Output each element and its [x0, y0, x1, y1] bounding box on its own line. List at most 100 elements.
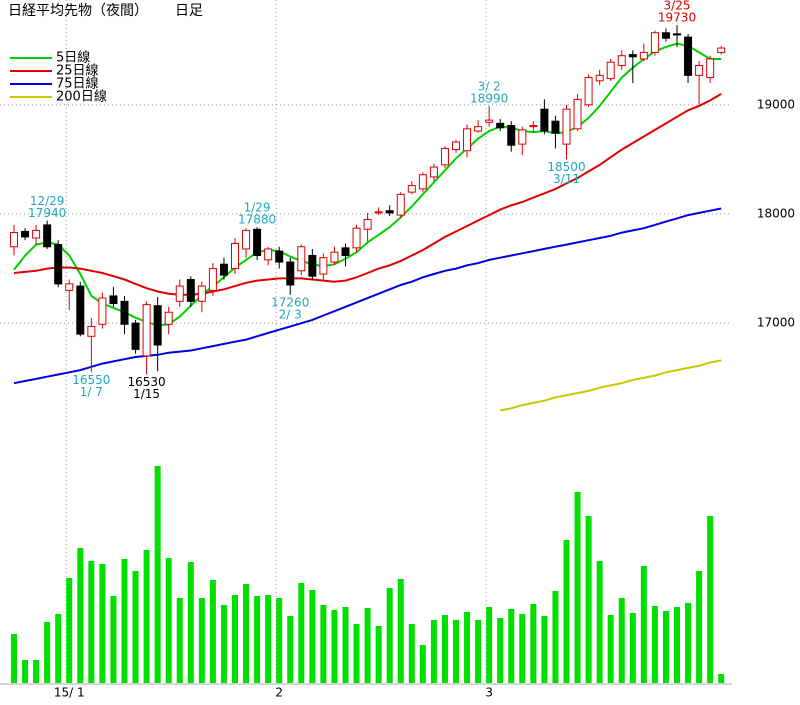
volume-bar: [276, 598, 283, 683]
volume-bar: [66, 578, 73, 683]
volume-bar: [298, 583, 305, 683]
annotation-date: 3/25: [664, 0, 691, 13]
annotation-date: 1/ 7: [80, 385, 103, 399]
x-tick-label: 3: [485, 686, 493, 700]
annotation-date: 12/29: [30, 194, 65, 208]
candle-body: [584, 77, 593, 106]
volume-bar: [607, 615, 614, 683]
volume-bar: [674, 607, 680, 683]
candle-body: [186, 279, 195, 302]
volume-bar: [552, 591, 559, 683]
volume-bar: [110, 596, 117, 683]
volume-bar: [519, 614, 526, 683]
volume-bar: [408, 624, 415, 683]
candle-body: [562, 108, 571, 145]
candle-body: [374, 211, 383, 214]
annotation-date: 1/15: [133, 387, 160, 401]
candle-body: [341, 247, 350, 256]
volume-bar: [386, 588, 393, 683]
candle-body: [485, 119, 494, 123]
annotation-date: 2/ 3: [279, 307, 302, 321]
candle-body: [297, 246, 306, 272]
candle-body: [120, 300, 129, 325]
volume-bar: [441, 615, 448, 683]
volume-bar: [220, 605, 227, 683]
candle-body: [164, 311, 173, 325]
volume-bar: [254, 596, 261, 683]
candle-body: [673, 33, 681, 36]
candle-body: [628, 54, 637, 58]
volume-bar: [320, 605, 327, 683]
y-tick-label: 18000: [757, 206, 795, 220]
volume-bar: [99, 564, 106, 683]
volume-bar: [209, 580, 216, 683]
candle-body: [639, 51, 648, 60]
candle-body: [153, 305, 162, 346]
candle-body: [54, 244, 63, 285]
moving-average-line: [13, 42, 722, 327]
candle-body: [275, 250, 284, 263]
volume-bar: [331, 610, 338, 683]
candle-body: [452, 141, 460, 151]
volume-bar: [629, 613, 636, 683]
candle-body: [407, 185, 416, 193]
legend-label: 200日線: [56, 89, 107, 105]
annotation-price: 16550: [72, 373, 110, 387]
volume-bar: [33, 660, 40, 683]
legend-label: 5日線: [56, 50, 90, 66]
candle-body: [650, 32, 659, 53]
volume-bar: [309, 590, 316, 683]
candle-body: [32, 229, 41, 239]
volume-bar: [662, 611, 669, 683]
volume-bar: [132, 571, 139, 683]
candle-body: [175, 285, 184, 302]
candle-body: [330, 251, 339, 263]
candle-body: [253, 228, 262, 256]
volume-bar: [397, 579, 404, 683]
volume-bar: [530, 604, 537, 683]
candle-body: [695, 65, 704, 76]
volume-bar: [22, 660, 29, 683]
volume-bar: [77, 548, 84, 683]
candle-body: [507, 125, 516, 146]
candle-body: [10, 232, 18, 248]
annotation-price: 17880: [238, 213, 276, 227]
moving-average-line: [500, 359, 722, 412]
volume-bar: [707, 516, 714, 683]
candle-body: [219, 263, 228, 276]
volume-bar: [585, 516, 592, 683]
candle-body: [717, 47, 726, 53]
y-tick-label: 17000: [757, 316, 795, 330]
candle-body: [242, 229, 251, 250]
volume-bar: [464, 612, 471, 683]
volume-bar: [475, 620, 482, 683]
candle-body: [463, 128, 472, 152]
candle-body: [21, 230, 30, 238]
candle-body: [496, 122, 505, 129]
candle-body: [319, 257, 328, 275]
volume-bar: [44, 622, 51, 683]
annotation-price: 17260: [271, 295, 309, 309]
chart-title: 日経平均先物（夜間）: [8, 3, 148, 19]
candle-body: [142, 304, 151, 357]
volume-bar: [596, 561, 603, 683]
candle-body: [684, 36, 693, 76]
candle-body: [385, 210, 394, 214]
candle-body: [43, 224, 52, 248]
annotation-price: 17940: [28, 206, 66, 220]
legend-label: 75日線: [56, 76, 99, 92]
candle-body: [286, 261, 295, 286]
volume-bar: [232, 595, 238, 683]
volume-bar: [685, 603, 692, 683]
candle-body: [363, 218, 372, 230]
candle-body: [551, 120, 560, 134]
volume-bar: [88, 561, 95, 683]
annotation-price: 16530: [128, 375, 166, 389]
candle-body: [231, 242, 239, 270]
candle-body: [396, 193, 405, 216]
volume-bar: [187, 562, 194, 683]
volume-bar: [55, 614, 62, 683]
candle-body: [308, 254, 317, 277]
x-tick-label: 2: [275, 686, 283, 700]
candle-body: [208, 268, 217, 291]
